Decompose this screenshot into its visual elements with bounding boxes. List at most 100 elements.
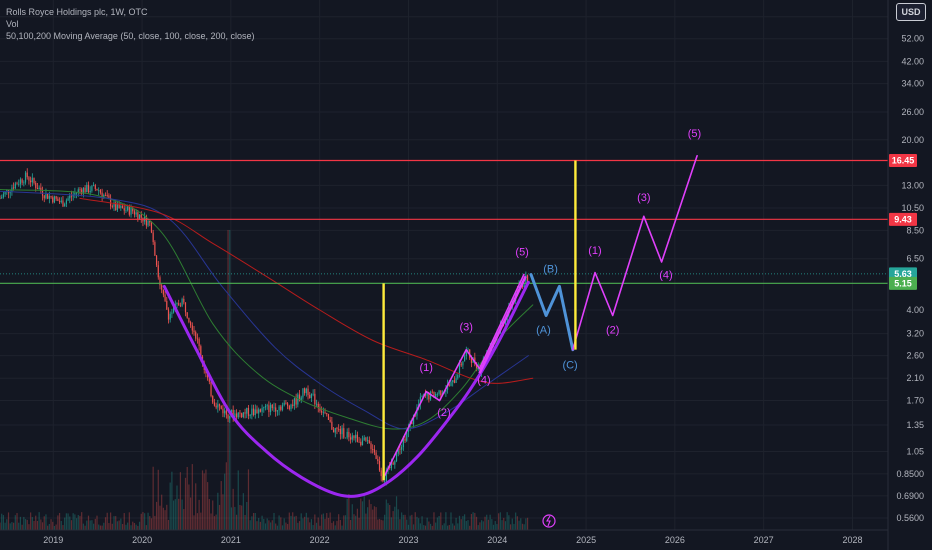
volume-bar bbox=[416, 516, 418, 530]
price-tag-label: 16.45 bbox=[892, 155, 915, 165]
candle-body bbox=[292, 404, 294, 406]
candle-body bbox=[341, 428, 343, 435]
candle-body bbox=[372, 449, 374, 450]
candle-body bbox=[237, 412, 239, 418]
volume-bar bbox=[171, 471, 173, 530]
volume-bar bbox=[18, 522, 20, 530]
candle-body bbox=[326, 412, 328, 415]
candle-body bbox=[33, 177, 35, 183]
volume-bar bbox=[462, 516, 464, 530]
horizontal-levels[interactable] bbox=[0, 159, 888, 284]
volume-bar bbox=[237, 470, 239, 530]
candle-body bbox=[375, 452, 377, 460]
candle-body bbox=[218, 404, 221, 406]
volume-bar bbox=[358, 517, 360, 530]
volume-bar bbox=[108, 523, 110, 530]
candle-body bbox=[67, 198, 69, 201]
candle-body bbox=[166, 300, 168, 310]
volume-bar bbox=[120, 518, 122, 530]
volume-bar bbox=[58, 512, 61, 530]
candle-body bbox=[264, 406, 267, 408]
volume-bar bbox=[367, 507, 369, 530]
volume-bar bbox=[511, 518, 513, 530]
candle-body bbox=[157, 265, 159, 278]
volume-bar bbox=[203, 473, 205, 530]
candle-body bbox=[259, 409, 261, 412]
candle-body bbox=[239, 412, 241, 414]
candle-body bbox=[149, 220, 151, 223]
candle-body bbox=[261, 408, 263, 412]
symbol-title[interactable]: Rolls Royce Holdings plc, 1W, OTC bbox=[6, 7, 148, 17]
volume-bar bbox=[385, 499, 387, 530]
volume-bar bbox=[98, 524, 100, 530]
time-tick-label: 2027 bbox=[754, 535, 774, 545]
volume-bar bbox=[501, 520, 503, 530]
volume-bar bbox=[283, 518, 285, 530]
volume-bar bbox=[436, 517, 438, 530]
candle-body bbox=[152, 232, 154, 243]
volume-bar bbox=[288, 512, 290, 530]
volume-bar bbox=[315, 522, 318, 530]
volume-bar bbox=[161, 494, 163, 530]
volume-bar bbox=[268, 520, 270, 530]
volume-bar bbox=[508, 515, 510, 530]
volume-bar bbox=[515, 512, 517, 530]
volume-bar bbox=[351, 504, 353, 530]
volume-bar bbox=[474, 512, 476, 530]
volume-bar bbox=[75, 518, 78, 530]
volume-bar bbox=[341, 525, 343, 530]
candle-body bbox=[331, 421, 333, 430]
volume-bar bbox=[57, 515, 59, 530]
candle-body bbox=[395, 453, 398, 462]
volume-bar bbox=[327, 517, 330, 530]
time-tick-label: 2026 bbox=[665, 535, 685, 545]
candle-body bbox=[140, 214, 142, 218]
price-tick-label: 20.00 bbox=[901, 135, 924, 145]
volume-bar bbox=[254, 512, 256, 530]
wave-label: (5) bbox=[515, 246, 528, 258]
price-tick-label: 2.10 bbox=[906, 373, 924, 383]
drawings[interactable] bbox=[162, 155, 698, 498]
volume-bar bbox=[321, 514, 323, 530]
candle-body bbox=[57, 198, 59, 202]
candle-body bbox=[283, 402, 285, 406]
candle-body bbox=[355, 434, 357, 439]
volume-bar bbox=[207, 482, 209, 530]
candle-body bbox=[419, 396, 421, 405]
ma-indicator-label[interactable]: 50,100,200 Moving Average (50, close, 10… bbox=[6, 31, 255, 41]
candle-body bbox=[315, 403, 318, 405]
candle-body bbox=[190, 322, 192, 326]
price-tag-label: 5.15 bbox=[894, 278, 912, 288]
candle-body bbox=[196, 338, 199, 340]
volume-bar bbox=[344, 515, 347, 530]
candle-body bbox=[380, 470, 382, 477]
volume-indicator-label[interactable]: Vol bbox=[6, 19, 19, 29]
volume-bar bbox=[91, 520, 93, 530]
candle-body bbox=[18, 184, 20, 185]
volume-bar bbox=[229, 230, 231, 530]
volume-bar bbox=[285, 522, 287, 530]
candle-body bbox=[367, 440, 369, 442]
currency-button[interactable]: USD bbox=[896, 3, 926, 21]
volume-bar bbox=[155, 501, 158, 530]
volume-bar bbox=[290, 515, 292, 530]
volume-bar bbox=[82, 523, 84, 530]
wave-label: (A) bbox=[536, 325, 551, 337]
candle-body bbox=[210, 381, 212, 397]
candle-body bbox=[247, 408, 250, 416]
volume-bar bbox=[33, 520, 35, 530]
volume-bar bbox=[484, 516, 486, 530]
volume-bar bbox=[292, 512, 294, 530]
volume-bar bbox=[489, 514, 491, 530]
volume-bar bbox=[77, 515, 79, 530]
candle-body bbox=[453, 380, 455, 383]
volume-bar bbox=[157, 469, 159, 530]
lightning-icon[interactable] bbox=[542, 514, 556, 528]
volume-bar bbox=[300, 513, 302, 530]
time-axis[interactable]: 2019 2020 2021 2022 2023 2024 2025 2026 2027 2028 bbox=[0, 529, 888, 545]
candle-body bbox=[70, 195, 73, 197]
volume-bar bbox=[43, 516, 45, 530]
candle-body bbox=[62, 200, 64, 207]
time-tick-label: 2023 bbox=[398, 535, 418, 545]
